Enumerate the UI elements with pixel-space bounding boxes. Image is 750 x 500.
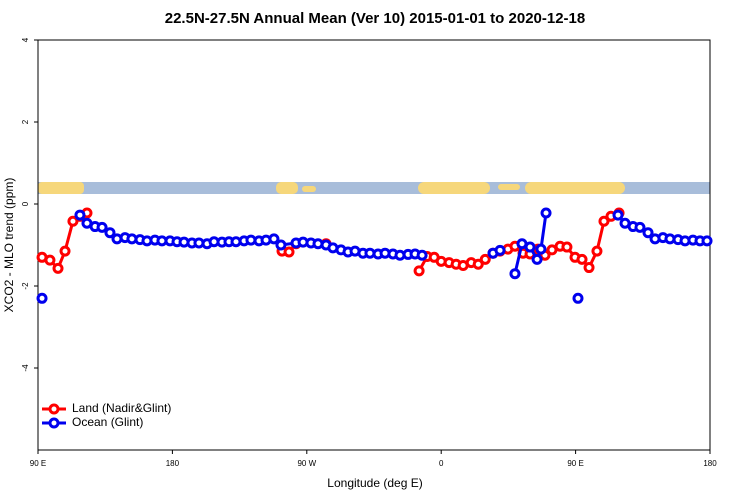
y-tick-label: 0 bbox=[21, 201, 30, 206]
data-point bbox=[104, 227, 116, 239]
data-point bbox=[59, 245, 71, 257]
data-point bbox=[509, 268, 521, 280]
y-tick-label: 4 bbox=[21, 37, 30, 42]
chart-title: 22.5N-27.5N Annual Mean (Ver 10) 2015-01… bbox=[165, 10, 585, 27]
legend-marker bbox=[48, 417, 60, 429]
data-point bbox=[634, 221, 646, 233]
data-point bbox=[74, 209, 86, 221]
data-point bbox=[540, 207, 552, 219]
data-point bbox=[268, 233, 280, 245]
data-point bbox=[36, 292, 48, 304]
data-point bbox=[535, 243, 547, 255]
legend-label: Ocean (Glint) bbox=[72, 415, 143, 429]
x-tick-label: 90 E bbox=[30, 459, 46, 468]
x-tick-label: 180 bbox=[166, 459, 180, 468]
data-point bbox=[576, 253, 588, 265]
x-axis-label: Longitude (deg E) bbox=[327, 476, 422, 490]
y-axis-label: XCO2 - MLO trend (ppm) bbox=[2, 178, 16, 313]
data-point bbox=[67, 215, 79, 227]
data-point bbox=[413, 265, 425, 277]
data-point bbox=[583, 262, 595, 274]
legend-marker bbox=[48, 403, 60, 415]
data-point bbox=[416, 249, 428, 261]
data-point bbox=[472, 258, 484, 270]
data-point bbox=[572, 292, 584, 304]
data-point bbox=[612, 209, 624, 221]
data-point bbox=[531, 253, 543, 265]
map-strip bbox=[38, 182, 710, 194]
data-point bbox=[44, 254, 56, 266]
data-point bbox=[479, 253, 491, 265]
data-point bbox=[96, 221, 108, 233]
data-point bbox=[561, 241, 573, 253]
legend-label: Land (Nadir&Glint) bbox=[72, 401, 171, 415]
x-tick-label: 90 W bbox=[297, 459, 316, 468]
data-point bbox=[524, 241, 536, 253]
y-tick-label: -4 bbox=[21, 364, 30, 372]
data-point bbox=[591, 245, 603, 257]
data-point bbox=[701, 235, 713, 247]
data-point bbox=[275, 239, 287, 251]
y-tick-label: 2 bbox=[21, 119, 30, 124]
data-point bbox=[283, 246, 295, 258]
x-tick-label: 180 bbox=[703, 459, 717, 468]
x-tick-label: 90 E bbox=[567, 459, 583, 468]
data-point bbox=[642, 227, 654, 239]
x-tick-label: 0 bbox=[439, 459, 444, 468]
data-point bbox=[52, 262, 64, 274]
data-point bbox=[598, 215, 610, 227]
data-point bbox=[494, 244, 506, 256]
y-tick-label: -2 bbox=[21, 282, 30, 290]
